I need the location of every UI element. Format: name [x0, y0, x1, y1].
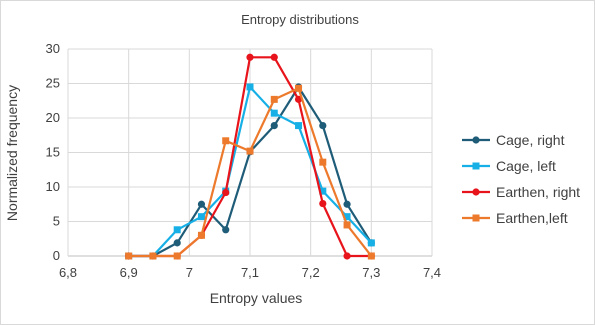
data-point	[173, 226, 181, 234]
y-axis-label: Normalized frequency	[4, 85, 20, 221]
data-point	[270, 109, 278, 117]
legend-label: Cage, left	[496, 158, 556, 174]
data-point	[367, 252, 375, 260]
legend-item: Earthen,left	[462, 210, 568, 226]
data-point	[343, 200, 351, 208]
y-tick-label: 0	[53, 248, 60, 263]
legend-item: Cage, left	[462, 158, 556, 174]
legend: Cage, right Cage, left Earthen, right Earth…	[462, 132, 580, 226]
data-point	[319, 158, 327, 166]
data-point	[197, 213, 205, 221]
x-tick-label: 7,4	[423, 265, 441, 280]
x-tick-label: 6,9	[120, 265, 138, 280]
y-tick-label: 15	[46, 145, 60, 160]
series-layer	[125, 53, 375, 260]
legend-label: Earthen, right	[496, 184, 580, 200]
data-point	[222, 226, 230, 234]
data-point	[319, 187, 327, 195]
data-point	[270, 95, 278, 103]
x-tick-label: 7,2	[302, 265, 320, 280]
data-point	[295, 84, 303, 92]
data-point	[246, 83, 254, 91]
data-point	[319, 199, 327, 208]
y-tick-label: 10	[46, 179, 60, 194]
legend-swatch-marker	[472, 214, 480, 222]
y-tick-label: 20	[46, 110, 60, 125]
data-point	[246, 147, 254, 155]
data-point	[270, 121, 278, 130]
data-point	[319, 121, 327, 130]
data-point	[294, 95, 303, 103]
data-point	[367, 239, 375, 247]
x-tick-label: 7	[186, 265, 193, 280]
x-tick-label: 7,1	[241, 265, 259, 280]
data-point	[343, 221, 351, 229]
data-point	[343, 213, 351, 221]
data-point	[197, 200, 206, 208]
series-3	[125, 84, 375, 260]
y-tick-label: 25	[46, 76, 60, 91]
legend-swatch-marker	[472, 188, 480, 196]
data-point	[222, 137, 230, 145]
legend-item: Earthen, right	[462, 184, 580, 200]
x-tick-label: 7,3	[362, 265, 380, 280]
legend-swatch-marker	[472, 162, 480, 170]
data-point	[197, 231, 205, 239]
data-point	[222, 188, 230, 197]
data-point	[173, 252, 181, 260]
y-tick-label: 5	[53, 214, 60, 229]
legend-item: Cage, right	[462, 132, 565, 148]
legend-label: Earthen,left	[496, 210, 568, 226]
y-tick-label: 30	[46, 41, 60, 56]
x-tick-label: 6,8	[59, 265, 77, 280]
chart-title: Entropy distributions	[241, 12, 359, 27]
tick-layer: 0 5 10 15 20 25 30 6,8 6,9 7 7,1 7,2 7,3 7,4	[46, 41, 442, 280]
data-point	[270, 53, 278, 61]
data-point	[125, 252, 133, 260]
data-point	[295, 122, 303, 130]
x-axis-label: Entropy values	[210, 290, 303, 306]
data-point	[173, 239, 181, 247]
data-point	[343, 252, 351, 260]
legend-label: Cage, right	[496, 132, 565, 148]
legend-swatch-marker	[472, 136, 480, 144]
data-point	[246, 53, 254, 61]
data-point	[149, 252, 157, 260]
